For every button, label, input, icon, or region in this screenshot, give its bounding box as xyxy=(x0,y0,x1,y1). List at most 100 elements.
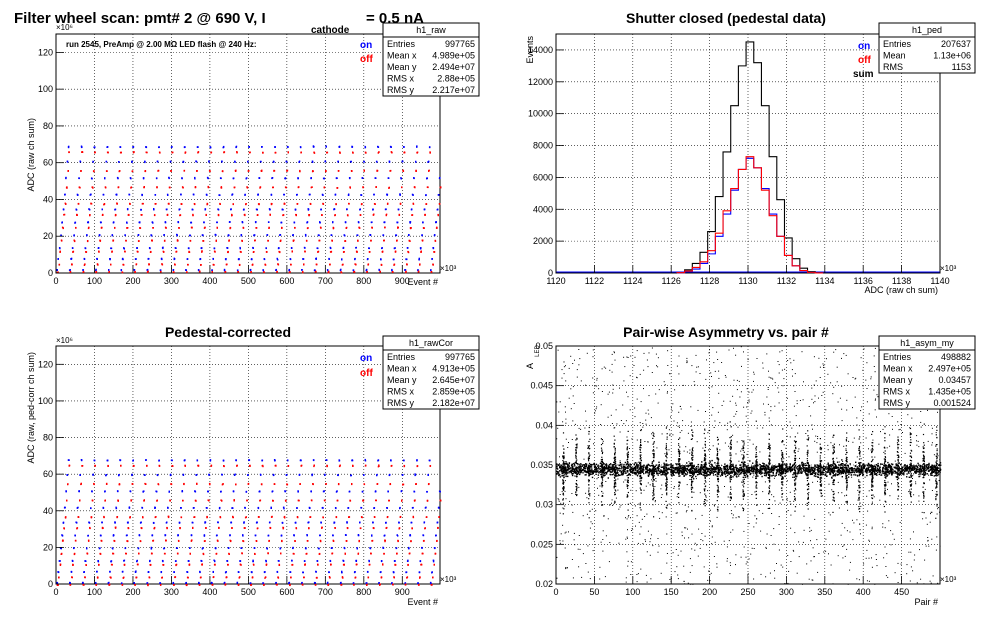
p1-point-on xyxy=(287,146,289,148)
p1-point-off xyxy=(262,151,264,154)
p3-point-on xyxy=(402,459,405,462)
p1-point-on xyxy=(248,146,250,148)
p1-point-on xyxy=(104,177,106,180)
p1-point-on xyxy=(145,146,147,148)
p1-point-on xyxy=(122,257,124,260)
p1-point-off xyxy=(320,227,322,229)
p4-point xyxy=(898,470,900,472)
p3-point-on xyxy=(81,459,83,461)
p3-point-off xyxy=(340,583,342,586)
p1-point-off xyxy=(78,186,81,189)
p1-point-on xyxy=(291,247,293,249)
p1-point-on xyxy=(261,146,263,148)
p1-point-on xyxy=(400,177,402,180)
p3-point-off xyxy=(383,553,385,555)
panel2-xlabel: ADC (raw ch sum) xyxy=(864,285,938,295)
p1-point-on xyxy=(166,193,169,196)
p1-point-off xyxy=(242,227,245,229)
p3-point-on xyxy=(333,522,335,524)
p1-point-on xyxy=(293,221,295,224)
p3-point-on xyxy=(231,507,233,509)
p3-point-off xyxy=(379,584,381,586)
panel3-x-multiplier: ×10³ xyxy=(440,575,457,584)
p1-stats-value: 2.494e+07 xyxy=(432,62,475,72)
p4-point xyxy=(622,469,624,472)
p1-point-on xyxy=(391,269,393,271)
p3-point-off xyxy=(376,483,379,485)
p1-point-off xyxy=(419,263,421,265)
p1-point-off xyxy=(170,170,172,172)
p3-point-on xyxy=(283,506,285,509)
p1-point-off xyxy=(276,271,278,273)
p3-point-off xyxy=(439,499,441,502)
p4-point xyxy=(772,474,775,476)
p3-point-on xyxy=(160,571,163,573)
p4-point xyxy=(613,473,615,475)
p3-point-on xyxy=(173,571,175,573)
p1-point-off xyxy=(233,186,235,189)
p4-point xyxy=(691,469,694,472)
p2-xtick-label: 1138 xyxy=(892,276,911,286)
p4-point xyxy=(839,464,841,466)
p4-point xyxy=(580,463,582,465)
p1-point-on xyxy=(321,193,324,196)
p1-point-on xyxy=(126,222,128,224)
p4-point xyxy=(763,468,765,470)
p3-point-on xyxy=(176,547,178,549)
p3-point-on xyxy=(418,571,421,574)
p1-point-on xyxy=(84,247,86,249)
p3-point-off xyxy=(218,527,220,529)
p4-point xyxy=(559,476,562,478)
p4-point xyxy=(841,468,843,470)
p1-point-on xyxy=(363,160,365,163)
p3-point-off xyxy=(107,465,109,467)
p3-point-on xyxy=(209,460,212,462)
p3-point-off xyxy=(348,516,350,518)
p1-point-on xyxy=(329,246,331,249)
p3-point-off xyxy=(366,583,368,586)
p3-point-on xyxy=(354,571,356,573)
p3-point-off xyxy=(272,500,274,502)
p1-point-off xyxy=(281,227,283,229)
p3-point-off xyxy=(367,576,369,579)
p4-point xyxy=(707,474,709,476)
p1-point-on xyxy=(364,146,366,149)
p3-point-on xyxy=(346,522,348,524)
p4-point xyxy=(785,469,787,471)
p3-point-off xyxy=(76,527,78,530)
p4-point xyxy=(853,474,855,476)
p3-point-on xyxy=(73,547,75,550)
p1-ytick-label: 40 xyxy=(43,194,53,204)
p1-point-off xyxy=(412,202,414,205)
p3-point-on xyxy=(60,547,62,550)
p4-point xyxy=(622,467,624,470)
p3-point-on xyxy=(429,459,431,462)
p4-point xyxy=(694,469,696,472)
p1-point-on xyxy=(180,193,182,196)
p1-point-off xyxy=(150,250,152,253)
p4-point xyxy=(775,472,778,474)
p1-point-off xyxy=(58,263,61,266)
p3-point-on xyxy=(315,570,317,573)
p2-ytick-label: 14000 xyxy=(528,45,553,55)
p4-point xyxy=(597,466,600,468)
p4-point xyxy=(847,468,849,471)
p3-point-on xyxy=(341,570,343,573)
p3-point-off xyxy=(285,500,287,502)
p4-point xyxy=(647,475,650,477)
p1-point-on xyxy=(237,269,239,272)
p1-point-on xyxy=(219,194,221,196)
p3-point-off xyxy=(388,499,390,502)
p3-point-off xyxy=(326,465,328,467)
p1-point-off xyxy=(411,214,413,216)
p4-point xyxy=(821,472,823,474)
p3-point-off xyxy=(360,516,363,518)
p4-point xyxy=(651,461,654,463)
p1-point-on xyxy=(135,258,137,260)
p4-point xyxy=(634,462,636,464)
p3-point-on xyxy=(316,560,319,562)
p4-point xyxy=(892,471,894,473)
p3-point-off xyxy=(137,563,139,566)
p1-point-off xyxy=(394,250,397,253)
p4-point xyxy=(761,469,763,471)
